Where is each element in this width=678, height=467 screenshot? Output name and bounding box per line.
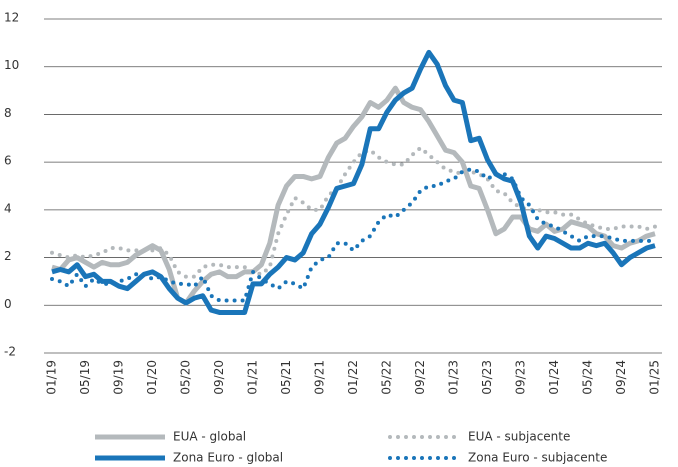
y-tick-label: 12 — [4, 11, 19, 25]
y-tick-label: 10 — [4, 58, 19, 72]
x-tick-label: 05/20 — [179, 360, 193, 395]
x-tick-label: 01/23 — [447, 360, 461, 395]
x-tick-label: 05/23 — [480, 360, 494, 395]
y-tick-label: 2 — [4, 249, 12, 263]
x-tick-label: 01/19 — [45, 360, 59, 395]
line-series — [51, 49, 656, 315]
x-tick-label: 05/22 — [380, 360, 394, 395]
legend-label: Zona Euro - global — [173, 451, 283, 465]
x-tick-label: 01/24 — [547, 360, 561, 395]
x-tick-label: 09/19 — [112, 360, 126, 395]
y-tick-label: -2 — [4, 345, 16, 359]
line-series — [50, 145, 657, 279]
x-tick-label: 09/24 — [614, 360, 628, 395]
line-series — [50, 167, 657, 303]
x-tick-label: 05/21 — [279, 360, 293, 395]
x-tick-label: 05/19 — [78, 360, 92, 395]
x-tick-label: 01/21 — [246, 360, 260, 395]
x-tick-label: 09/22 — [413, 360, 427, 395]
x-tick-label: 01/20 — [145, 360, 159, 395]
x-tick-label: 01/22 — [346, 360, 360, 395]
line-series — [51, 85, 656, 306]
x-tick-label: 09/23 — [514, 360, 528, 395]
legend-label: EUA - global — [173, 430, 246, 444]
y-tick-label: 6 — [4, 154, 12, 168]
legend-label: Zona Euro - subjacente — [468, 451, 607, 465]
x-tick-label: 01/25 — [648, 360, 662, 395]
y-tick-label: 0 — [4, 297, 12, 311]
y-tick-label: 8 — [4, 106, 12, 120]
x-tick-label: 09/21 — [313, 360, 327, 395]
x-tick-label: 09/20 — [212, 360, 226, 395]
legend-label: EUA - subjacente — [468, 430, 570, 444]
y-tick-label: 4 — [4, 201, 12, 215]
x-tick-label: 05/24 — [581, 360, 595, 395]
